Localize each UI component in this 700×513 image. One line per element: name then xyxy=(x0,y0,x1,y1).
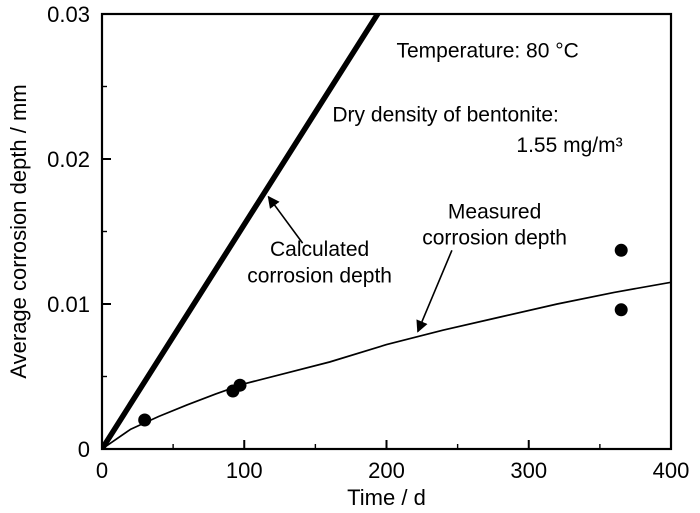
measured-data-point xyxy=(138,413,152,427)
annotation-temperature: Temperature: 80 °C xyxy=(397,40,579,63)
y-tick-label: 0.03 xyxy=(47,2,90,27)
x-tick-label: 0 xyxy=(96,458,108,483)
plot-border xyxy=(100,12,673,451)
y-tick-label: 0.01 xyxy=(47,292,90,317)
y-tick-label: 0.02 xyxy=(47,147,90,172)
annotation-dry-density-line1: Dry density of bentonite: xyxy=(332,103,558,126)
measured-data-point xyxy=(614,303,628,317)
calculated-arrow xyxy=(267,195,304,244)
x-tick-label: 200 xyxy=(368,458,405,483)
annotation-calculated-label-line1: Calculated xyxy=(270,238,369,261)
annotation-calculated-label-line2: corrosion depth xyxy=(247,264,392,287)
x-tick-label: 100 xyxy=(226,458,263,483)
measured-fit-curve xyxy=(102,281,671,449)
y-axis-label: Average corrosion depth / mm xyxy=(6,84,31,378)
x-tick-label: 300 xyxy=(510,458,547,483)
calculated-line xyxy=(102,14,381,449)
series-layer xyxy=(102,14,671,449)
annotation-dry-density-line2: 1.55 mg/m³ xyxy=(516,134,622,157)
measured-data-point xyxy=(233,378,247,392)
y-tick-label: 0 xyxy=(78,437,90,462)
measured-data-point xyxy=(614,243,628,257)
measured-arrow xyxy=(416,249,453,333)
x-axis-label: Time / d xyxy=(347,485,426,510)
x-tick-label: 400 xyxy=(653,458,690,483)
annotation-measured-label-line2: corrosion depth xyxy=(422,227,567,250)
annotation-measured-label-line1: Measured xyxy=(448,200,541,223)
